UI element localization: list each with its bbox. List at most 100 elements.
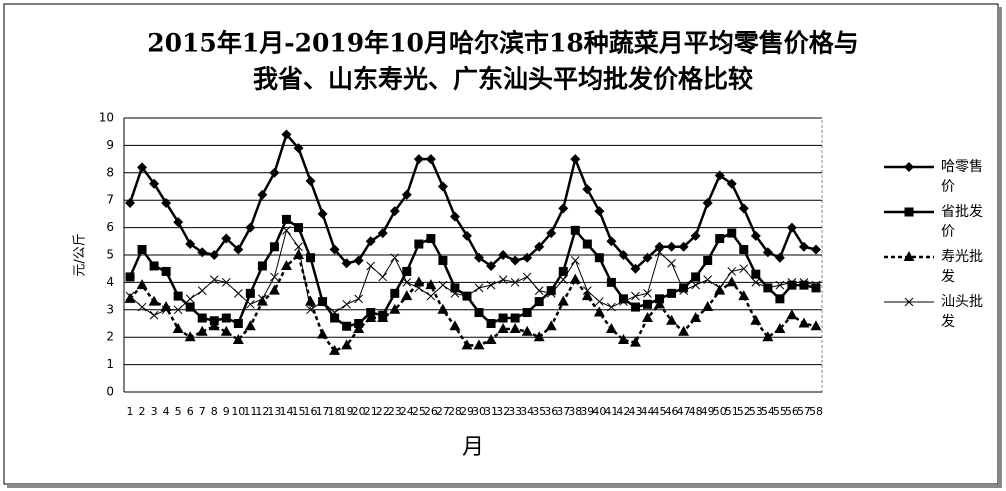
point bbox=[425, 279, 437, 290]
point bbox=[522, 308, 532, 318]
point bbox=[545, 320, 557, 331]
x-tick-label: 29 bbox=[460, 405, 474, 418]
x-tick-label: 20 bbox=[352, 405, 366, 418]
point bbox=[450, 283, 460, 293]
point bbox=[329, 244, 340, 255]
point bbox=[691, 280, 700, 290]
x-tick-label: 13 bbox=[267, 405, 281, 418]
point bbox=[449, 320, 461, 331]
point bbox=[306, 305, 315, 315]
point bbox=[402, 278, 412, 287]
x-tick-label: 4 bbox=[163, 405, 170, 418]
point bbox=[619, 297, 628, 306]
point bbox=[461, 230, 472, 241]
point bbox=[197, 247, 208, 258]
point bbox=[366, 261, 376, 271]
point bbox=[269, 242, 279, 252]
x-tick-label: 54 bbox=[761, 405, 775, 418]
point bbox=[257, 189, 268, 200]
point bbox=[654, 298, 666, 309]
point bbox=[161, 266, 171, 276]
point bbox=[750, 314, 762, 325]
point bbox=[811, 280, 821, 290]
point bbox=[558, 275, 568, 285]
point bbox=[570, 256, 580, 265]
point bbox=[534, 241, 545, 252]
point bbox=[185, 302, 195, 312]
point bbox=[474, 283, 484, 293]
point bbox=[353, 322, 365, 333]
y-tick-label: 6 bbox=[106, 220, 114, 234]
point bbox=[715, 283, 725, 293]
x-tick-label: 36 bbox=[544, 405, 558, 418]
point bbox=[522, 272, 532, 282]
point bbox=[714, 170, 725, 181]
point bbox=[185, 294, 195, 304]
point bbox=[679, 286, 688, 295]
point bbox=[317, 328, 329, 339]
x-tick-label: 15 bbox=[292, 405, 306, 418]
point bbox=[305, 176, 316, 187]
point bbox=[546, 228, 557, 239]
y-tick-label: 3 bbox=[106, 302, 114, 316]
point bbox=[534, 297, 544, 307]
point bbox=[246, 299, 255, 309]
point bbox=[173, 305, 183, 315]
point bbox=[173, 217, 184, 228]
x-tick-label: 34 bbox=[520, 405, 534, 418]
point bbox=[655, 247, 664, 257]
series-line bbox=[128, 217, 817, 328]
point bbox=[197, 313, 207, 323]
point bbox=[425, 154, 436, 165]
point bbox=[726, 276, 738, 287]
point bbox=[306, 253, 316, 263]
point bbox=[715, 234, 725, 244]
point bbox=[342, 321, 352, 331]
x-tick-label: 30 bbox=[472, 405, 486, 418]
point bbox=[245, 222, 256, 233]
point bbox=[509, 322, 521, 333]
point bbox=[148, 295, 160, 306]
point bbox=[738, 203, 749, 214]
point bbox=[798, 317, 810, 328]
point bbox=[787, 278, 797, 287]
point bbox=[786, 222, 797, 233]
point bbox=[269, 167, 280, 178]
point bbox=[330, 308, 339, 317]
point bbox=[521, 325, 533, 336]
point bbox=[595, 297, 604, 306]
point bbox=[256, 295, 268, 306]
point bbox=[245, 288, 255, 298]
point bbox=[125, 291, 135, 301]
x-tick-label: 40 bbox=[592, 405, 606, 418]
point bbox=[401, 189, 412, 200]
point bbox=[739, 245, 749, 255]
x-tick-label: 41 bbox=[604, 405, 618, 418]
point bbox=[630, 263, 641, 274]
x-tick-label: 19 bbox=[340, 405, 354, 418]
point bbox=[582, 239, 592, 249]
y-tick-label: 7 bbox=[106, 193, 114, 207]
point bbox=[402, 266, 412, 276]
point bbox=[390, 253, 400, 263]
point bbox=[365, 312, 377, 323]
point bbox=[510, 255, 521, 266]
x-tick-label: 57 bbox=[797, 405, 811, 418]
point bbox=[149, 310, 159, 320]
x-tick-label: 43 bbox=[628, 405, 642, 418]
point bbox=[294, 242, 303, 252]
point bbox=[462, 291, 472, 301]
point bbox=[485, 333, 497, 344]
point bbox=[413, 276, 425, 287]
point bbox=[293, 249, 304, 259]
x-tick-label: 48 bbox=[689, 405, 703, 418]
y-tick-label: 10 bbox=[99, 111, 114, 125]
shadow bbox=[7, 484, 1001, 488]
point bbox=[607, 302, 616, 312]
point bbox=[510, 313, 520, 323]
point bbox=[208, 320, 220, 331]
x-tick-label: 12 bbox=[255, 405, 269, 418]
point bbox=[798, 241, 809, 252]
point bbox=[775, 294, 785, 304]
